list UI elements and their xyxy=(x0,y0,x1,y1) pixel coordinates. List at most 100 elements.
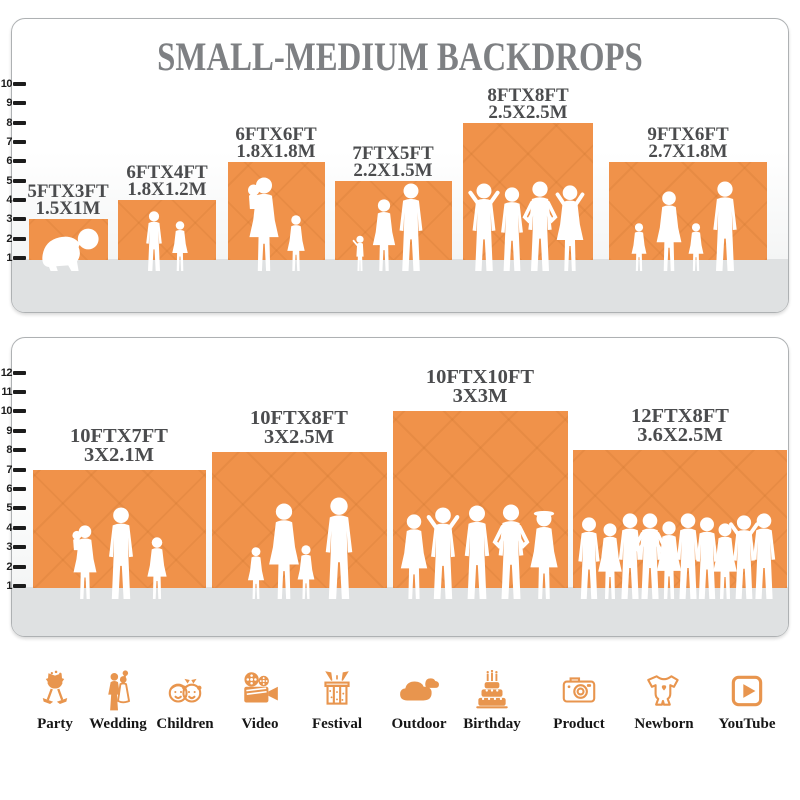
ruler-dash xyxy=(13,159,26,163)
top-ruler-tick-6: 6 xyxy=(0,154,26,168)
ruler-dash xyxy=(13,526,26,530)
top-ruler-tick-10: 10 xyxy=(0,77,26,91)
backdrop-rect-6x4 xyxy=(118,200,216,260)
category-label: Video xyxy=(241,716,279,732)
ruler-number: 5 xyxy=(6,175,12,187)
ruler-number: 6 xyxy=(6,483,12,495)
ruler-dash xyxy=(13,448,26,452)
ruler-number: 2 xyxy=(6,561,12,573)
top-ruler-tick-3: 3 xyxy=(0,212,26,226)
birthday-icon xyxy=(476,670,508,709)
category-party: Party xyxy=(15,670,95,733)
outdoor-icon xyxy=(400,678,439,701)
category-video: Video xyxy=(220,670,300,733)
category-label: Outdoor xyxy=(391,716,447,732)
category-label: Festival xyxy=(312,716,362,732)
bottom-ruler-tick-8: 8 xyxy=(0,443,26,457)
category-label: Product xyxy=(553,716,605,732)
ruler-number: 11 xyxy=(1,386,12,398)
ruler-number: 2 xyxy=(6,233,12,245)
category-outdoor: Outdoor xyxy=(379,670,459,733)
ruler-dash xyxy=(13,198,26,202)
backdrop-label-12x8: 12FTX8FT 3.6X2.5M xyxy=(631,405,729,446)
category-label: Children xyxy=(156,716,214,732)
people-silhouette-7x5 xyxy=(352,183,423,272)
backdrop-rect-10x8 xyxy=(212,452,387,588)
bottom-ruler-tick-2: 2 xyxy=(0,560,26,574)
category-label: Party xyxy=(37,716,73,732)
people-silhouette-10x8 xyxy=(247,497,353,599)
ruler-dash xyxy=(13,256,26,260)
bottom-ruler-tick-10: 10 xyxy=(0,404,26,418)
bottom-ruler-tick-6: 6 xyxy=(0,482,26,496)
backdrop-label-5x3: 5FTX3FT 1.5X1M xyxy=(27,181,109,219)
category-birthday: Birthday xyxy=(452,670,532,733)
page-title: SMALL-MEDIUM BACKDROPS xyxy=(157,34,643,79)
backdrop-label-10x10: 10FTX10FT 3X3M xyxy=(425,366,535,407)
ruler-dash xyxy=(13,487,26,491)
backdrop-label-9x6: 9FTX6FT 2.7X1.8M xyxy=(647,124,729,162)
ruler-number: 3 xyxy=(6,541,12,553)
top-ruler-tick-5: 5 xyxy=(0,174,26,188)
people-silhouette-12x8 xyxy=(578,509,776,603)
top-ruler-tick-7: 7 xyxy=(0,135,26,149)
backdrop-label-7x5: 7FTX5FT 2.2X1.5M xyxy=(352,143,434,181)
youtube-icon xyxy=(731,675,763,707)
ruler-number: 10 xyxy=(0,405,13,417)
ruler-number: 12 xyxy=(0,367,13,379)
ruler-dash xyxy=(13,371,26,375)
festival-icon xyxy=(324,671,350,705)
ruler-dash xyxy=(13,565,26,569)
category-product: Product xyxy=(539,670,619,733)
top-ruler-tick-2: 2 xyxy=(0,232,26,246)
ruler-dash xyxy=(13,429,26,433)
people-silhouette-10x10 xyxy=(400,499,568,603)
top-ruler-tick-1: 1 xyxy=(0,251,26,265)
category-label: YouTube xyxy=(718,716,776,732)
ruler-number: 8 xyxy=(6,444,12,456)
backdrop-label-6x4: 6FTX4FT 1.8X1.2M xyxy=(126,162,208,200)
category-wedding: Wedding xyxy=(78,670,158,733)
ruler-number: 7 xyxy=(6,136,12,148)
bottom-ruler-tick-9: 9 xyxy=(0,424,26,438)
ruler-dash xyxy=(13,584,26,588)
category-children: Children xyxy=(145,670,225,733)
product-icon xyxy=(562,677,596,703)
ruler-number: 5 xyxy=(6,502,12,514)
bottom-floor xyxy=(12,587,788,636)
top-ruler-tick-4: 4 xyxy=(0,193,26,207)
top-ruler-tick-9: 9 xyxy=(0,96,26,110)
backdrop-label-10x7: 10FTX7FT 3X2.1M xyxy=(70,425,168,466)
backdrop-rect-7x5 xyxy=(335,181,452,260)
ruler-number: 8 xyxy=(6,117,12,129)
bottom-ruler-tick-5: 5 xyxy=(0,501,26,515)
ruler-number: 1 xyxy=(6,580,12,592)
ruler-number: 4 xyxy=(6,522,12,534)
ruler-number: 3 xyxy=(6,213,12,225)
ruler-number: 10 xyxy=(0,78,13,90)
backdrop-label-6x6: 6FTX6FT 1.8X1.8M xyxy=(235,124,317,162)
category-youtube: YouTube xyxy=(707,670,787,733)
ruler-dash xyxy=(13,217,26,221)
ruler-number: 6 xyxy=(6,155,12,167)
people-silhouette-9x6 xyxy=(631,181,737,271)
ruler-dash xyxy=(13,82,26,86)
ruler-number: 9 xyxy=(6,425,12,437)
ruler-number: 1 xyxy=(6,252,12,264)
people-silhouette-6x6 xyxy=(228,163,305,271)
ruler-dash xyxy=(13,179,26,183)
people-silhouette-8x8 xyxy=(463,177,593,275)
ruler-number: 9 xyxy=(6,97,12,109)
category-newborn: Newborn xyxy=(624,670,704,733)
bottom-ruler-tick-7: 7 xyxy=(0,463,26,477)
children-icon xyxy=(168,678,202,703)
bottom-ruler-tick-4: 4 xyxy=(0,521,26,535)
people-silhouette-6x4 xyxy=(146,211,188,271)
video-icon xyxy=(244,672,278,703)
ruler-dash xyxy=(13,468,26,472)
backdrop-label-8x8: 8FTX8FT 2.5X2.5M xyxy=(487,85,569,123)
category-label: Newborn xyxy=(634,716,694,732)
bottom-ruler-tick-1: 1 xyxy=(0,579,26,593)
ruler-dash xyxy=(13,101,26,105)
